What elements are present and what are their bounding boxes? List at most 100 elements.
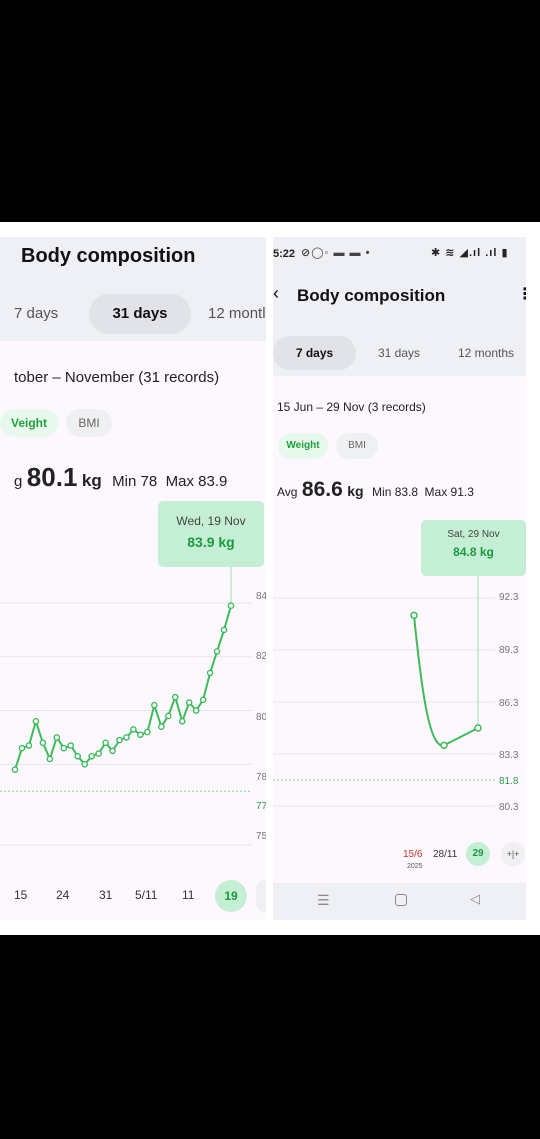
data-point (74, 752, 82, 760)
tab-7-days[interactable]: 7 days (14, 305, 59, 322)
average-summary: g 80.1 kg Min 78 Max 83.9 (14, 462, 227, 493)
data-point (46, 755, 54, 763)
avg-label: Avg (277, 485, 298, 499)
data-point (178, 718, 186, 725)
data-point (18, 744, 26, 752)
back-icon[interactable]: ‹ (273, 283, 279, 303)
screenshot-frame: Body composition 7 days 31 days 12 montl… (0, 222, 540, 935)
x-tick-label: 15 (14, 888, 28, 902)
chart-zoom-icon[interactable]: +|+ (501, 842, 525, 866)
min-value: Min 78 (112, 473, 158, 490)
tooltip-date: Sat, 29 Nov (447, 529, 500, 540)
chip-bmi[interactable]: BMI (336, 433, 378, 459)
data-point (164, 712, 172, 720)
x-tick-label: 5/11 (135, 888, 158, 902)
data-point (185, 699, 193, 706)
data-point (95, 750, 102, 757)
data-point (213, 648, 221, 655)
data-point (440, 741, 448, 750)
data-point (130, 726, 137, 733)
avg-unit: kg (347, 483, 364, 499)
data-point (227, 602, 235, 609)
data-point (192, 707, 200, 714)
tooltip-value: 84.8 kg (453, 545, 494, 559)
y-tick-label: 82 (256, 651, 266, 662)
y-tick-label: 89.3 (499, 645, 519, 656)
data-point (109, 747, 116, 755)
data-point (158, 723, 165, 730)
y-tick-label: 80.3 (499, 802, 519, 813)
data-point (410, 611, 418, 620)
x-tick-label: 11 (182, 888, 195, 902)
x-tick-label: 15/6 (403, 849, 423, 860)
x-tick-label: 31 (99, 888, 113, 902)
tab-7-days[interactable]: 7 days (273, 336, 356, 370)
date-range: tober – November (31 records) (14, 369, 220, 386)
x-tick-year: 2025 (407, 863, 423, 870)
data-point (137, 731, 144, 739)
data-point (199, 696, 207, 704)
right-header: ‹ Body composition ⋮ 7 days 31 days 12 m… (273, 272, 526, 376)
more-days-button[interactable] (256, 880, 266, 912)
y-tick-label: 92.3 (499, 592, 519, 603)
y-tick-label: 80 (256, 712, 266, 723)
back-nav-icon[interactable]: ◁ (470, 891, 480, 906)
tooltip-value: 83.9 kg (187, 534, 235, 550)
avg-unit: kg (81, 471, 102, 490)
more-options-icon[interactable]: ⋮ (517, 286, 526, 303)
tooltip-date: Wed, 19 Nov (176, 514, 246, 528)
menu-nav-icon[interactable]: ☰ (317, 892, 330, 908)
tab-31-days[interactable]: 31 days (378, 346, 421, 360)
chart-tooltip[interactable]: Sat, 29 Nov 84.8 kg (421, 520, 526, 576)
date-range: 15 Jun – 29 Nov (3 records) (277, 400, 426, 414)
data-point (60, 744, 68, 752)
data-point (11, 766, 19, 774)
x-selected-day[interactable]: 19 (215, 880, 247, 912)
tab-31-days[interactable]: 31 days (89, 294, 191, 334)
data-point (25, 742, 33, 749)
x-selected-day[interactable]: 29 (466, 842, 490, 866)
data-point (474, 724, 482, 732)
data-point (171, 693, 179, 701)
avg-value: 80.1 (26, 462, 78, 492)
data-point (144, 728, 151, 736)
weight-series-line (14, 605, 232, 771)
min-value: Min 83.8 (372, 485, 419, 499)
max-value: Max 91.3 (424, 485, 474, 499)
data-point (151, 701, 158, 709)
signal-icons: ✱ ≋ ◢.ıl .ıl ▮ (431, 247, 509, 259)
notification-icons: ⊘◯◦ ▬ ▬ • (301, 247, 371, 259)
chip-weight[interactable]: Weight (278, 433, 328, 459)
y-tick-label: 75 (256, 831, 266, 842)
tab-12-months[interactable]: 12 months (458, 346, 515, 360)
weight-series-line (413, 615, 479, 747)
average-summary: Avg 86.6 kg Min 83.8 Max 91.3 (277, 478, 474, 502)
right-screen: 5:22 ⊘◯◦ ▬ ▬ • ✱ ≋ ◢.ıl .ıl ▮ ‹ Body com… (273, 237, 526, 920)
chip-weight[interactable]: Veight (0, 409, 58, 437)
home-nav-icon[interactable] (395, 894, 407, 906)
status-bar: 5:22 ⊘◯◦ ▬ ▬ • ✱ ≋ ◢.ıl .ıl ▮ (273, 237, 526, 272)
y-tick-label: 78 (256, 772, 266, 783)
avg-label: g (14, 473, 23, 490)
data-point (102, 739, 109, 747)
y-tick-label: 86.3 (499, 698, 519, 709)
x-tick-label: 28/11 (433, 849, 458, 860)
data-point (88, 752, 95, 760)
chart-tooltip[interactable]: Wed, 19 Nov 83.9 kg (158, 501, 264, 567)
system-nav-bar: ☰ ◁ (273, 883, 526, 920)
chip-bmi[interactable]: BMI (66, 409, 112, 437)
page-title: Body composition (297, 286, 446, 305)
data-point (220, 626, 228, 634)
data-point (53, 734, 61, 741)
left-header: Body composition 7 days 31 days 12 montl (0, 237, 266, 341)
y-tick-label: 81.8 (499, 776, 519, 787)
right-weight-chart[interactable] (273, 576, 526, 816)
data-point (81, 761, 88, 768)
tab-12-months[interactable]: 12 montl (208, 305, 266, 322)
left-screen: Body composition 7 days 31 days 12 montl… (0, 237, 266, 920)
data-point (32, 718, 40, 725)
data-point (116, 736, 123, 744)
data-point (206, 669, 214, 677)
left-weight-chart[interactable] (0, 567, 266, 857)
avg-value: 86.6 (301, 478, 343, 501)
